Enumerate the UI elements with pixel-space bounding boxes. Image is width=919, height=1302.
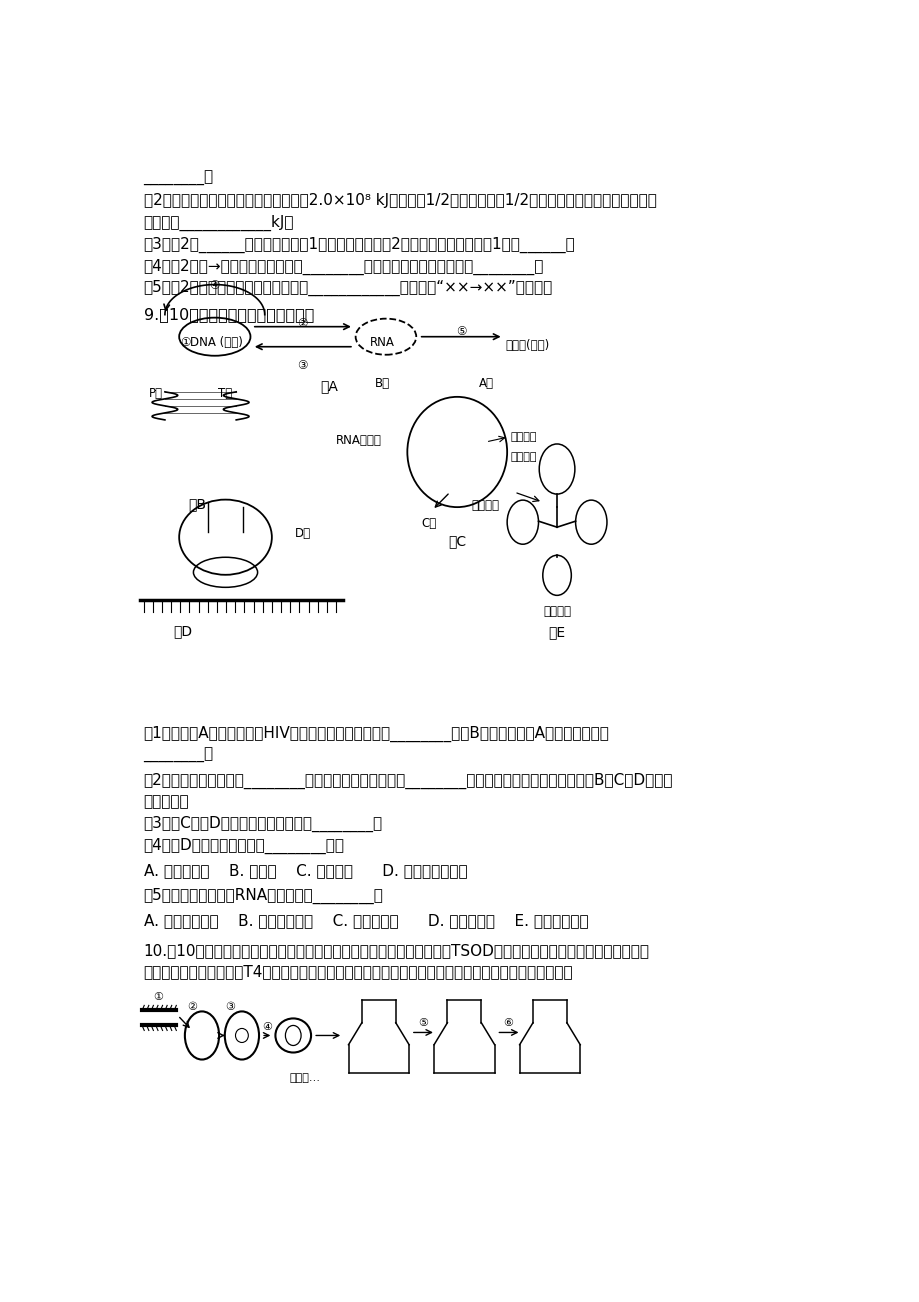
- Text: （4）图D过程不可能发生在________中。: （4）图D过程不可能发生在________中。: [143, 838, 344, 854]
- Text: A. 神经元细胞    B. 肝细胞    C. 心肌细胞      D. 人成熟的红细胞: A. 神经元细胞 B. 肝细胞 C. 心肌细胞 D. 人成熟的红细胞: [143, 863, 467, 878]
- Text: 图D: 图D: [173, 625, 192, 638]
- Text: RNA: RNA: [369, 336, 394, 349]
- Text: B链: B链: [375, 376, 390, 389]
- Text: 图A: 图A: [320, 379, 337, 393]
- Text: ________。: ________。: [143, 747, 213, 763]
- Text: 9.（10分）根据图示回答下列问题：: 9.（10分）根据图示回答下列问题：: [143, 307, 313, 322]
- Text: ③: ③: [225, 1003, 235, 1013]
- Text: （5）大肠杆菌体内的RNA，其作用有________。: （5）大肠杆菌体内的RNA，其作用有________。: [143, 888, 383, 905]
- Text: ⑤: ⑤: [417, 1018, 427, 1029]
- Text: 获得了具备更强抗旱性的T4代转基因棉花株系。下图为转基因抗旱棉花的培育过程示意图，请据图回答：: 获得了具备更强抗旱性的T4代转基因棉花株系。下图为转基因抗旱棉花的培育过程示意图…: [143, 965, 573, 979]
- Text: 符号填写）: 符号填写）: [143, 794, 189, 809]
- Text: 酸的部位: 酸的部位: [510, 452, 537, 462]
- Text: （1）根据图A所示，请写出HIV病毒的遗传信息传递途径________，图B生理过程与图A中相对应序号是: （1）根据图A所示，请写出HIV病毒的遗传信息传递途径________，图B生理…: [143, 725, 608, 742]
- Text: 图C: 图C: [448, 534, 466, 548]
- Text: A. 作为遗传物质    B. 传递遗传信息    C. 转运氨基酸      D. 构成核糖体    E. 催化化学反应: A. 作为遗传物质 B. 传递遗传信息 C. 转运氨基酸 D. 构成核糖体 E.…: [143, 913, 587, 928]
- Text: 结合氨基: 结合氨基: [510, 432, 537, 441]
- Text: C链: C链: [421, 517, 437, 530]
- Text: T链: T链: [218, 387, 233, 400]
- Text: ④: ④: [262, 1022, 272, 1032]
- Text: 10.（10分）我国科学家张道远先生通过从耐旱灌木白花檟柳中克隆得到TSOD基因，利用转基因技术转化到棉花中，: 10.（10分）我国科学家张道远先生通过从耐旱灌木白花檟柳中克隆得到TSOD基因…: [143, 943, 649, 958]
- Text: （2）看图回答，图中用________表示脲氧核苷酸长链，用________表示核糖核苷酸长链。（请用图B、C、D中所示: （2）看图回答，图中用________表示脲氧核苷酸长链，用________表示…: [143, 773, 673, 789]
- Text: 图B: 图B: [187, 497, 206, 512]
- Text: D链: D链: [294, 527, 311, 540]
- Text: 碘基配对: 碘基配对: [471, 499, 499, 512]
- Text: ①: ①: [180, 336, 191, 349]
- Text: （4）图2的甲→丁中碳的流动形式是________，乙和丙之间的关系分别为________。: （4）图2的甲→丁中碳的流动形式是________，乙和丙之间的关系分别为___…: [143, 259, 543, 275]
- Text: （5）图2中漏画了一个箭头，该箭头是____________（用格式“××→××”表示）。: （5）图2中漏画了一个箭头，该箭头是____________（用格式“××→××…: [143, 280, 552, 296]
- Text: 蛋白质(性状): 蛋白质(性状): [505, 339, 550, 352]
- Text: 量最少为____________kJ。: 量最少为____________kJ。: [143, 215, 294, 230]
- Text: ④: ④: [210, 279, 220, 292]
- Text: 图E: 图E: [548, 625, 565, 639]
- Text: RNA聚合酶: RNA聚合酶: [335, 434, 381, 447]
- Text: DNA (基因): DNA (基因): [189, 336, 243, 349]
- Text: A链: A链: [478, 376, 494, 389]
- Text: ①: ①: [153, 992, 163, 1003]
- Text: （3）图2中______对应的生物是图1中的藻类植物，图2中的丙对应的生物是图1中的______。: （3）图2中______对应的生物是图1中的藻类植物，图2中的丙对应的生物是图1…: [143, 237, 574, 253]
- Text: （2）若藻类植物所固定的太阳能总量为2.0×10⁸ kJ，藻类中1/2被水蚤捕食、1/2被鲤鱼捕食，则鲤鱼所获得的能: （2）若藻类植物所固定的太阳能总量为2.0×10⁸ kJ，藻类中1/2被水蚤捕食…: [143, 193, 655, 208]
- Text: ②: ②: [187, 1003, 197, 1013]
- Text: 反密码子: 反密码子: [542, 605, 571, 618]
- Text: ③: ③: [297, 359, 308, 372]
- Text: P链: P链: [149, 387, 163, 400]
- Text: （3）图C、图D共同完成的生理过程叫________。: （3）图C、图D共同完成的生理过程叫________。: [143, 816, 382, 832]
- Text: ②: ②: [297, 316, 308, 329]
- Text: ⑥: ⑥: [503, 1018, 513, 1029]
- Text: 农杆菌…: 农杆菌…: [289, 1073, 321, 1082]
- Text: ⑤: ⑤: [456, 324, 466, 337]
- Text: ________。: ________。: [143, 172, 213, 186]
